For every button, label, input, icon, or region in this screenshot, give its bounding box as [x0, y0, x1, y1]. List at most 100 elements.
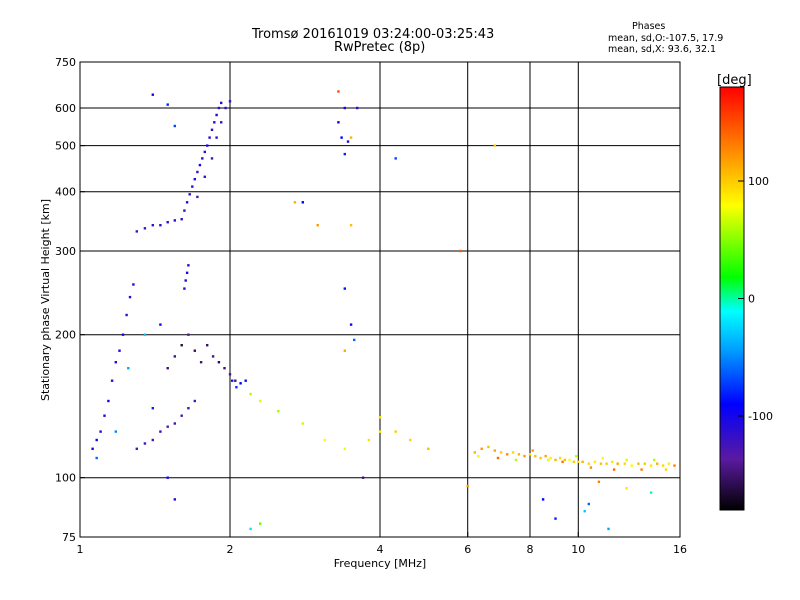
data-point	[201, 157, 204, 160]
data-point	[361, 476, 365, 479]
data-point	[480, 447, 483, 450]
data-point	[143, 442, 147, 445]
data-point	[349, 136, 353, 139]
data-point	[91, 447, 94, 450]
data-point	[547, 458, 550, 462]
data-point	[231, 379, 234, 382]
data-point	[187, 264, 190, 267]
data-point	[143, 333, 147, 336]
data-point	[346, 140, 350, 143]
colorbar-label: [deg]	[717, 73, 752, 88]
data-point	[353, 338, 356, 342]
data-point	[110, 379, 114, 382]
x-tick-label: 4	[377, 543, 384, 556]
data-point	[193, 178, 196, 181]
data-point	[541, 498, 545, 501]
data-point	[211, 355, 215, 358]
data-point	[159, 323, 162, 326]
stats-line-o: mean, sd,O:-107.5, 17.9	[608, 33, 724, 44]
colorbar-tick-label: 100	[748, 175, 769, 188]
data-point	[625, 458, 628, 462]
data-point	[664, 468, 668, 471]
data-point	[95, 456, 98, 460]
data-point	[601, 456, 604, 460]
colorbar-ticks: 100 0 -100	[738, 175, 773, 423]
data-point	[378, 416, 382, 419]
data-point	[173, 422, 176, 425]
data-point	[616, 462, 619, 465]
data-point	[643, 462, 646, 465]
data-point	[180, 344, 183, 347]
data-point	[196, 195, 199, 199]
data-point	[593, 460, 597, 463]
data-point	[394, 157, 397, 160]
data-point	[587, 462, 590, 465]
y-tick-label: 400	[55, 186, 76, 199]
data-point	[394, 430, 397, 433]
data-point	[121, 333, 125, 336]
data-point	[607, 527, 610, 531]
data-point	[206, 344, 209, 347]
data-point	[183, 287, 186, 290]
data-point	[99, 430, 102, 433]
data-point	[210, 128, 214, 131]
chart-title: Tromsø 20161019 03:24:00-03:25:43	[252, 27, 495, 42]
colorbar-tick-label: -100	[748, 410, 773, 423]
data-point	[223, 367, 226, 370]
data-point	[293, 201, 297, 204]
data-point	[531, 449, 534, 452]
data-point	[316, 224, 319, 227]
data-point	[166, 367, 169, 370]
x-tick-label: 16	[673, 543, 687, 556]
data-point	[151, 438, 154, 442]
data-point	[499, 451, 503, 454]
data-point	[605, 462, 608, 465]
data-point	[563, 458, 567, 462]
data-point	[235, 386, 238, 389]
data-point	[568, 458, 571, 462]
data-point	[118, 349, 121, 352]
data-point	[114, 361, 117, 364]
data-point	[301, 422, 304, 425]
data-point	[367, 438, 371, 442]
data-point	[191, 185, 194, 188]
data-point	[199, 361, 203, 364]
data-point	[173, 355, 176, 358]
data-point	[589, 466, 593, 469]
data-point	[193, 399, 196, 403]
data-point	[259, 522, 262, 525]
data-point	[259, 399, 262, 403]
data-point	[514, 458, 518, 462]
data-point	[581, 460, 584, 463]
data-point	[511, 451, 515, 454]
data-point	[95, 438, 98, 442]
x-tick-label: 10	[571, 543, 585, 556]
data-point	[151, 224, 154, 227]
data-point	[185, 271, 189, 274]
data-point	[151, 93, 154, 96]
data-point	[549, 456, 552, 460]
data-point	[574, 454, 578, 458]
data-point	[203, 150, 206, 154]
data-point	[343, 349, 346, 352]
data-point	[649, 491, 653, 494]
data-point	[206, 144, 209, 147]
colorbar	[719, 86, 745, 511]
data-point	[466, 484, 469, 488]
data-point	[166, 425, 169, 428]
data-point	[166, 221, 169, 224]
data-point	[159, 224, 162, 227]
data-point	[523, 454, 526, 458]
y-tick-label: 75	[62, 531, 76, 544]
y-tick-label: 200	[55, 329, 76, 342]
data-point	[661, 464, 665, 467]
data-point	[459, 249, 462, 253]
data-point	[159, 430, 162, 433]
data-point	[193, 349, 196, 352]
y-tick-label: 600	[55, 102, 76, 115]
data-point	[409, 438, 412, 442]
data-point	[506, 453, 509, 456]
data-point	[587, 502, 590, 506]
data-point	[349, 224, 353, 227]
